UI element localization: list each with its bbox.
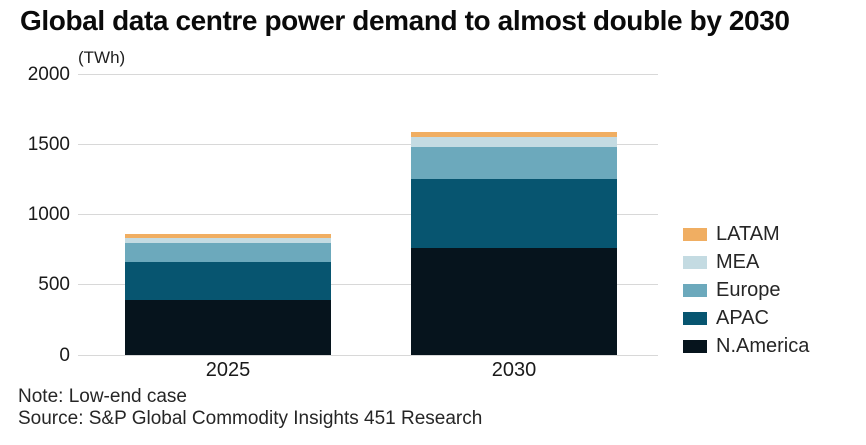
gridline-0 <box>78 354 658 356</box>
legend-label-latam: LATAM <box>716 223 780 245</box>
legend-item-latam: LATAM <box>683 223 809 245</box>
gridline-2000 <box>78 73 658 75</box>
gridline-500 <box>78 284 658 286</box>
legend-label-mea: MEA <box>716 251 760 273</box>
bar-segment-2025-apac <box>125 261 331 300</box>
bar-segment-2030-latam <box>411 132 617 138</box>
legend-item-mea: MEA <box>683 251 809 273</box>
bar-segment-2025-latam <box>125 233 331 238</box>
bar-segment-2030-europe <box>411 147 617 179</box>
legend-label-europe: Europe <box>716 279 781 301</box>
legend-item-n-america: N.America <box>683 335 810 357</box>
y-tick-label-500: 500 <box>38 274 70 296</box>
chart-title: Global data centre power demand to almos… <box>20 5 790 36</box>
y-tick-label-1500: 1500 <box>27 133 70 155</box>
legend-swatch-mea <box>683 256 707 269</box>
bar-segment-2025-n-america <box>125 299 331 355</box>
x-tick-label-2030: 2030 <box>491 359 537 381</box>
bar-segment-2030-mea <box>411 137 617 148</box>
y-tick-label-1000: 1000 <box>27 204 70 225</box>
legend-item-apac: APAC <box>683 307 809 329</box>
bar-segment-2030-apac <box>411 178 617 249</box>
gridline-1500 <box>78 143 658 145</box>
x-tick-label-2025: 2025 <box>205 359 251 381</box>
legend-swatch-europe <box>683 284 707 297</box>
legend-swatch-apac <box>683 312 707 325</box>
legend: LATAM MEA Europe APAC N.America <box>683 223 810 368</box>
y-tick-label-2000: 2000 <box>27 63 70 85</box>
legend-swatch-n-america <box>683 340 707 353</box>
legend-label-apac: APAC <box>716 307 769 329</box>
bar-2030 <box>411 132 617 355</box>
chart-source: Source: S&P Global Commodity Insights 45… <box>18 408 483 429</box>
bar-2025 <box>125 233 331 355</box>
gridline-1000 <box>78 214 658 215</box>
y-tick-label-0: 0 <box>59 344 70 366</box>
y-axis-unit-label: (TWh) <box>78 48 126 67</box>
chart-note: Note: Low-end case <box>18 386 187 407</box>
legend-swatch-latam <box>683 228 707 241</box>
bar-segment-2030-n-america <box>411 248 617 355</box>
legend-item-europe: Europe <box>683 279 809 301</box>
bar-segment-2025-europe <box>125 242 331 262</box>
legend-label-n-america: N.America <box>716 335 810 357</box>
bar-segment-2025-mea <box>125 237 331 243</box>
